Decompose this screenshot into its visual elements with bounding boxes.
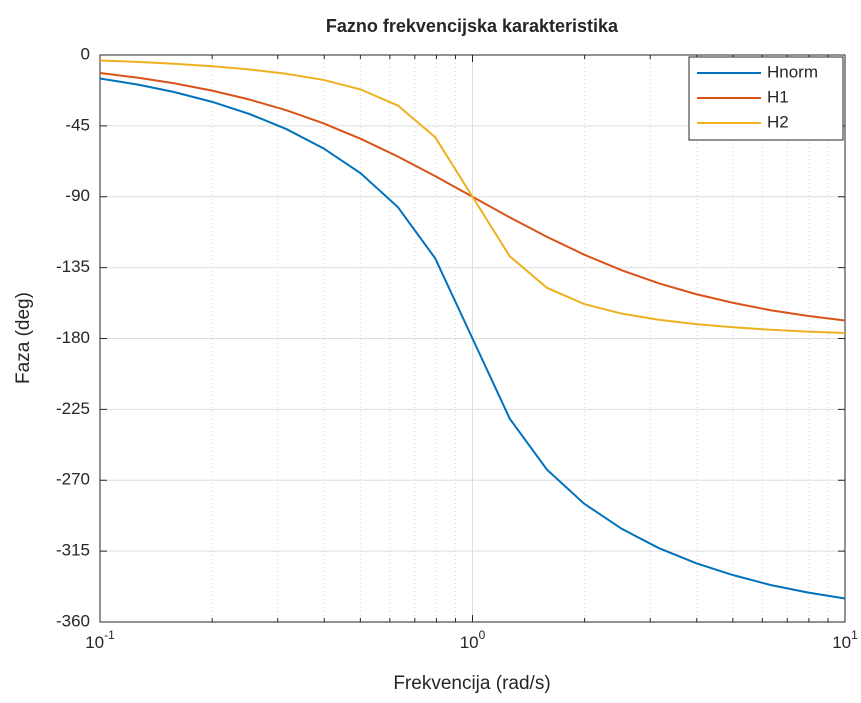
legend-label: Hnorm [767, 62, 818, 81]
plot-frame [99, 54, 846, 623]
y-tick-label: -135 [56, 257, 90, 276]
y-tick-label: -315 [56, 541, 90, 560]
x-axis-label: Frekvencija (rad/s) [393, 673, 550, 694]
y-tick-label: 0 [81, 44, 90, 63]
series-line [99, 59, 846, 335]
x-tick-base: 10 [85, 633, 104, 652]
legend-label: H2 [767, 112, 789, 131]
x-tick-label: 10-1 [85, 628, 115, 652]
y-tick-label: -225 [56, 399, 90, 418]
x-tick-exponent: 1 [851, 628, 858, 642]
chart-title: Fazno frekvencijska karakteristika [326, 16, 619, 36]
y-tick-label: -270 [56, 470, 90, 489]
legend-label: H1 [767, 87, 789, 106]
x-tick-exponent: -1 [104, 628, 115, 642]
x-tick-label: 100 [460, 628, 486, 652]
y-tick-label: -90 [65, 186, 90, 205]
y-tick-label: -360 [56, 611, 90, 630]
y-tick-label: -180 [56, 328, 90, 347]
x-tick-base: 10 [832, 633, 851, 652]
y-tick-label: -45 [65, 115, 90, 134]
y-axis-label: Faza (deg) [13, 292, 34, 384]
series-line [99, 77, 846, 600]
x-tick-exponent: 0 [479, 628, 486, 642]
x-tick-label: 101 [832, 628, 858, 652]
x-tick-base: 10 [460, 633, 479, 652]
